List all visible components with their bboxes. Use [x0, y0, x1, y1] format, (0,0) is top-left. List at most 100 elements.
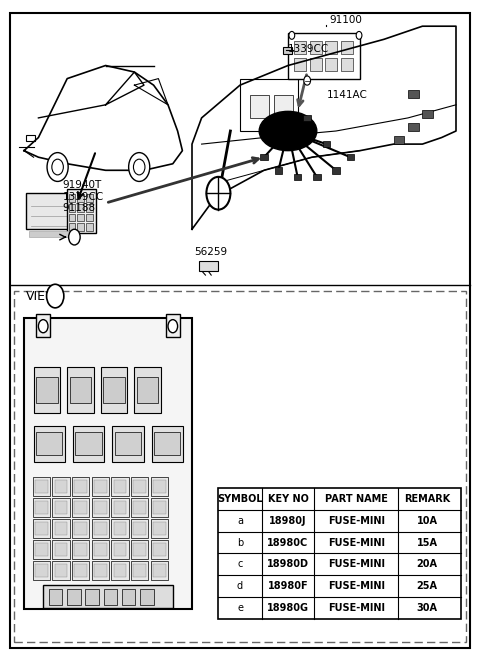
Circle shape: [69, 229, 80, 245]
Text: FUSE-MINI: FUSE-MINI: [328, 515, 385, 526]
Bar: [34, 426, 65, 462]
Bar: [34, 367, 60, 413]
Bar: [67, 189, 96, 233]
Text: 91188: 91188: [62, 203, 96, 214]
Bar: [152, 426, 183, 462]
Bar: [111, 477, 129, 496]
Bar: [94, 564, 107, 577]
Bar: [33, 498, 50, 517]
Circle shape: [356, 31, 362, 39]
Bar: [26, 193, 72, 229]
Bar: [36, 314, 50, 337]
Bar: [275, 167, 282, 174]
Bar: [408, 123, 419, 131]
Bar: [86, 223, 93, 231]
Bar: [55, 522, 67, 535]
Text: FUSE-MINI: FUSE-MINI: [328, 538, 385, 548]
Bar: [74, 501, 87, 514]
Bar: [74, 522, 87, 535]
Text: FUSE-MINI: FUSE-MINI: [328, 603, 385, 613]
Bar: [72, 561, 89, 580]
Text: 91100: 91100: [329, 14, 362, 25]
Bar: [29, 231, 70, 237]
Bar: [52, 498, 70, 517]
Bar: [274, 95, 293, 118]
Bar: [86, 194, 93, 202]
Bar: [325, 58, 337, 71]
Text: 25A: 25A: [417, 581, 438, 591]
Bar: [69, 214, 75, 221]
Bar: [151, 498, 168, 517]
Bar: [111, 561, 129, 580]
Text: 1141AC: 1141AC: [326, 90, 367, 100]
Text: e: e: [237, 603, 243, 613]
Bar: [77, 223, 84, 231]
Bar: [26, 135, 35, 141]
Text: 1339CC: 1339CC: [62, 191, 104, 202]
Bar: [310, 41, 322, 54]
Bar: [67, 367, 94, 413]
Bar: [313, 174, 321, 180]
Bar: [325, 41, 337, 54]
Bar: [153, 522, 166, 535]
Text: A: A: [51, 291, 59, 301]
Bar: [294, 174, 301, 180]
Bar: [73, 426, 104, 462]
Bar: [35, 480, 48, 493]
Bar: [131, 477, 148, 496]
Bar: [92, 540, 109, 559]
Bar: [92, 498, 109, 517]
Bar: [303, 115, 311, 121]
Text: A: A: [72, 233, 77, 242]
Bar: [153, 543, 166, 556]
Text: 15A: 15A: [417, 538, 438, 548]
Bar: [94, 522, 107, 535]
Bar: [133, 522, 146, 535]
Bar: [77, 204, 84, 212]
Circle shape: [206, 177, 230, 210]
Bar: [52, 477, 70, 496]
Bar: [72, 540, 89, 559]
Text: d: d: [237, 581, 243, 591]
Bar: [35, 564, 48, 577]
Bar: [288, 33, 360, 79]
Bar: [33, 477, 50, 496]
Bar: [104, 589, 117, 605]
Bar: [114, 480, 126, 493]
Bar: [94, 501, 107, 514]
Bar: [260, 154, 268, 160]
Bar: [77, 214, 84, 221]
Bar: [33, 561, 50, 580]
Text: 30A: 30A: [417, 603, 438, 613]
Bar: [131, 561, 148, 580]
Circle shape: [289, 31, 295, 39]
Bar: [133, 564, 146, 577]
Bar: [131, 498, 148, 517]
Bar: [70, 377, 91, 403]
Bar: [323, 141, 330, 147]
Bar: [72, 519, 89, 538]
Bar: [36, 377, 58, 403]
Bar: [35, 522, 48, 535]
Bar: [341, 41, 353, 54]
Bar: [199, 261, 218, 271]
Bar: [35, 501, 48, 514]
Bar: [75, 432, 102, 455]
Bar: [86, 214, 93, 221]
Text: 18980F: 18980F: [268, 581, 308, 591]
Bar: [347, 154, 354, 160]
Bar: [341, 58, 353, 71]
Bar: [103, 377, 125, 403]
Bar: [111, 498, 129, 517]
Bar: [52, 519, 70, 538]
Bar: [74, 543, 87, 556]
Bar: [69, 194, 75, 202]
Bar: [74, 564, 87, 577]
Bar: [134, 367, 161, 413]
Bar: [153, 564, 166, 577]
Circle shape: [38, 320, 48, 333]
Bar: [166, 314, 180, 337]
Text: 18980J: 18980J: [269, 515, 307, 526]
Bar: [92, 477, 109, 496]
Text: 18980G: 18980G: [267, 603, 309, 613]
